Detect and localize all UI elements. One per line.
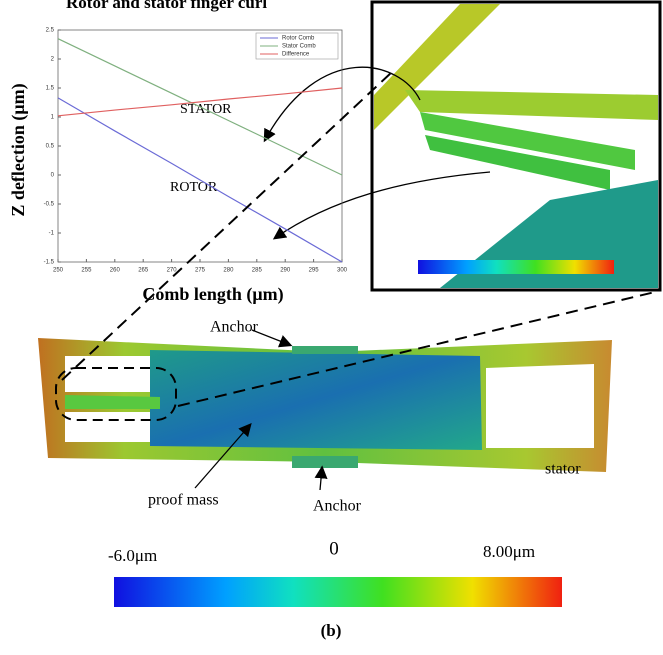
annotation: ROTOR xyxy=(170,180,218,195)
label: Anchor xyxy=(210,319,259,336)
chart-title: Rotor and stator finger curl xyxy=(66,0,267,12)
label: proof mass xyxy=(148,492,219,509)
x-tick-label: 275 xyxy=(195,268,206,274)
legend-label: Rotor Comb xyxy=(282,36,315,42)
y-tick-label: 0 xyxy=(51,173,55,179)
caption: (b) xyxy=(321,621,342,640)
y-tick-label: 2 xyxy=(51,57,55,63)
y-tick-label: -0.5 xyxy=(44,202,55,208)
figure: Rotor and stator finger curl Z deflectio… xyxy=(0,0,663,650)
x-tick-label: 295 xyxy=(309,268,320,274)
label: Anchor xyxy=(313,498,362,515)
y-tick-label: 1 xyxy=(51,115,55,121)
colorbar-max: 8.00μm xyxy=(483,542,535,561)
y-tick-label: 2.5 xyxy=(46,28,55,34)
line-chart: Rotor and stator finger curl Z deflectio… xyxy=(8,0,348,305)
x-axis-label: Comb length (μm) xyxy=(142,284,283,305)
series-line xyxy=(58,98,342,262)
label: stator xyxy=(545,461,581,478)
colorbar-min: -6.0μm xyxy=(108,546,157,565)
y-axis-label: Z deflection (μm) xyxy=(8,83,29,216)
colorbar: -6.0μm 0 8.00μm (b) xyxy=(108,538,562,640)
colorbar-mid: 0 xyxy=(329,538,339,559)
x-tick-label: 285 xyxy=(252,268,263,274)
x-tick-label: 260 xyxy=(110,268,121,274)
y-tick-label: -1 xyxy=(49,231,55,237)
y-tick-label: -1.5 xyxy=(44,260,55,266)
y-tick-label: 0.5 xyxy=(46,144,55,150)
legend-label: Stator Comb xyxy=(282,44,316,50)
x-tick-label: 290 xyxy=(280,268,291,274)
x-tick-label: 255 xyxy=(81,268,92,274)
x-tick-label: 280 xyxy=(223,268,234,274)
legend-label: Difference xyxy=(282,52,310,58)
x-tick-label: 250 xyxy=(53,268,64,274)
x-tick-label: 265 xyxy=(138,268,149,274)
y-tick-label: 1.5 xyxy=(46,86,55,92)
x-tick-label: 300 xyxy=(337,268,348,274)
